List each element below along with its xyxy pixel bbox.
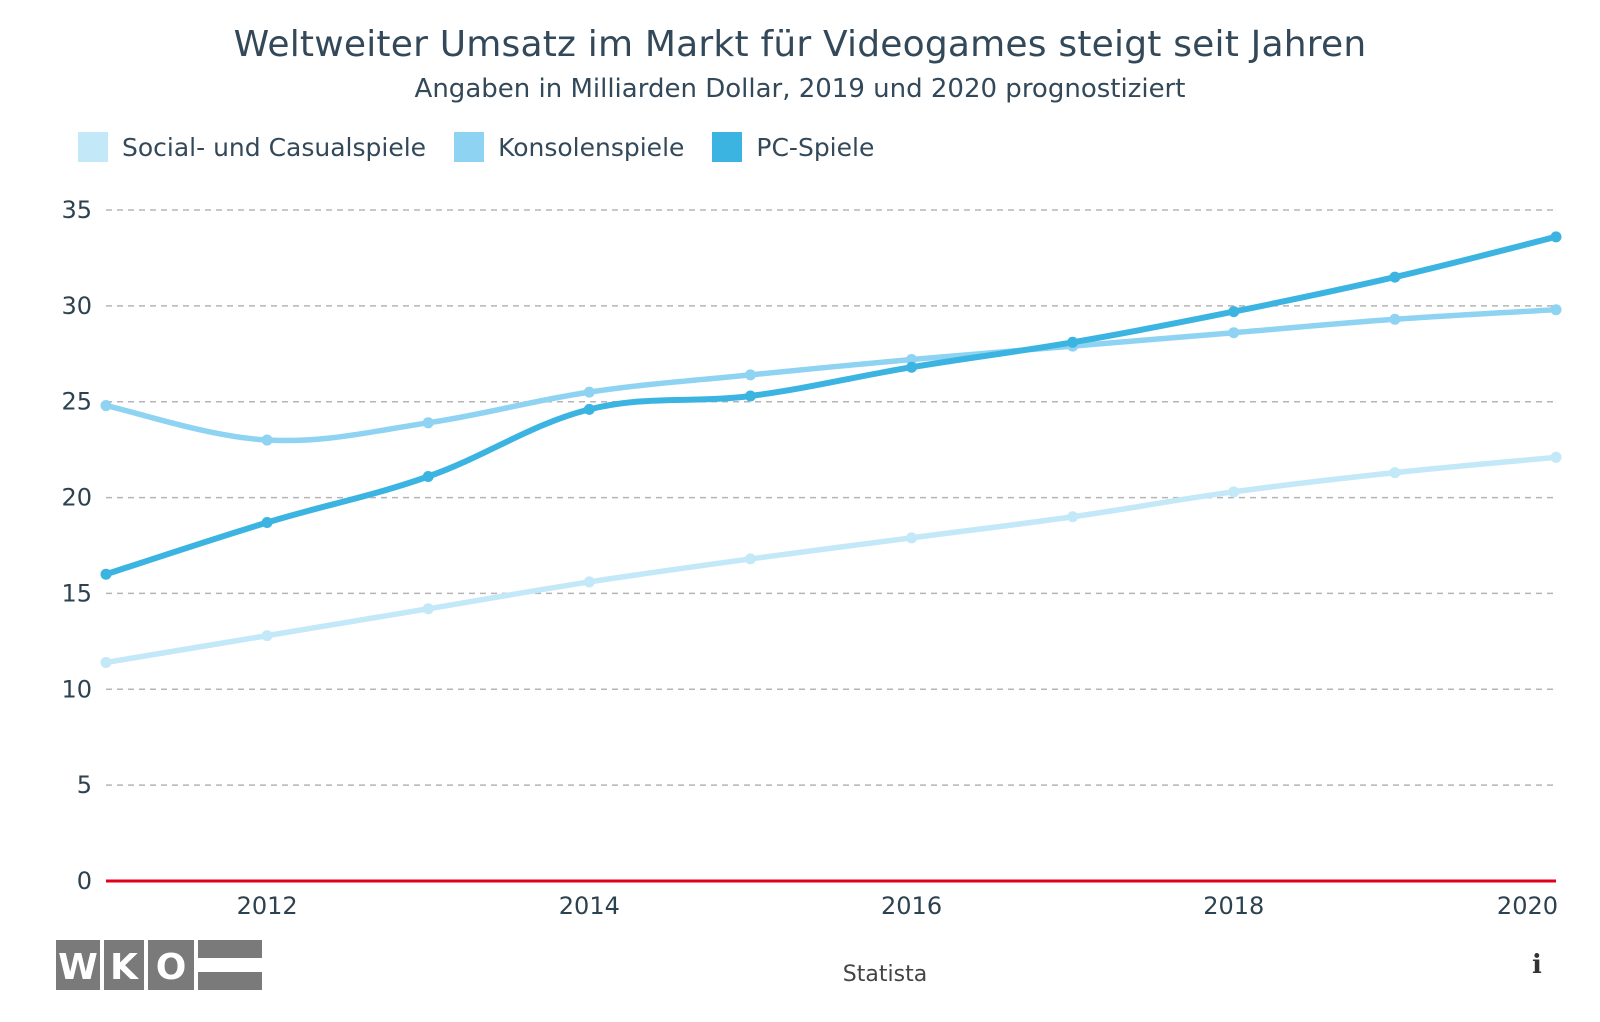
x-tick-label-2012: 2012	[237, 892, 298, 920]
legend-label-konsole: Konsolenspiele	[498, 132, 685, 162]
data-point-pc-2018	[1228, 306, 1240, 318]
data-point-pc-2016	[906, 361, 918, 373]
y-tick-label-15: 15	[61, 579, 92, 607]
chart-legend: Social- und Casualspiele Konsolenspiele …	[78, 132, 874, 162]
series-line-konsole	[103, 306, 1559, 444]
data-point-social-2012	[261, 630, 273, 642]
data-point-social-2014	[583, 576, 595, 588]
wko-logo: W K O	[56, 940, 262, 990]
x-tick-label-2018: 2018	[1203, 892, 1264, 920]
data-point-social-2019	[1389, 467, 1401, 479]
logo-letter-o: O	[156, 947, 187, 988]
y-tick-label-30: 30	[61, 292, 92, 320]
data-point-konsole-2014	[583, 386, 595, 398]
data-point-social-2017	[1067, 511, 1079, 523]
data-point-social-2011	[100, 656, 112, 668]
y-tick-label-35: 35	[61, 196, 92, 224]
data-point-pc-2014	[583, 403, 595, 415]
data-point-social-2020	[1550, 451, 1562, 463]
legend-swatch-konsole	[454, 132, 485, 162]
data-point-social-2016	[906, 532, 918, 544]
chart-subtitle: Angaben in Milliarden Dollar, 2019 und 2…	[414, 74, 1186, 104]
logo-letter-k: K	[110, 947, 139, 988]
legend-label-social: Social- und Casualspiele	[122, 132, 427, 162]
y-tick-label-25: 25	[61, 388, 92, 416]
data-point-pc-2015	[744, 390, 756, 402]
data-point-konsole-2018	[1228, 327, 1240, 339]
data-point-konsole-2020	[1550, 304, 1562, 316]
data-point-pc-2013	[422, 470, 434, 482]
y-tick-label-10: 10	[61, 675, 92, 703]
data-point-konsole-2019	[1389, 313, 1401, 325]
source-label: Statista	[842, 962, 928, 987]
data-point-konsole-2012	[261, 434, 273, 446]
legend-item-social[interactable]: Social- und Casualspiele	[78, 132, 426, 162]
info-icon[interactable]: i	[1532, 950, 1542, 980]
data-point-konsole-2013	[422, 417, 434, 429]
legend-item-konsole[interactable]: Konsolenspiele	[454, 132, 684, 162]
x-tick-label-2016: 2016	[881, 892, 942, 920]
data-point-pc-2019	[1389, 271, 1401, 283]
x-tick-label-2014: 2014	[559, 892, 620, 920]
chart-title: Weltweiter Umsatz im Markt für Videogame…	[233, 24, 1367, 65]
x-tick-label-2020: 2020	[1497, 892, 1558, 920]
y-tick-label-5: 5	[77, 771, 92, 799]
legend-item-pc[interactable]: PC-Spiele	[712, 132, 874, 162]
data-point-konsole-2015	[744, 369, 756, 381]
series-line-social	[103, 454, 1559, 666]
data-point-social-2015	[744, 553, 756, 565]
y-tick-label-20: 20	[61, 484, 92, 512]
legend-swatch-social	[78, 132, 108, 162]
data-point-pc-2020	[1550, 231, 1562, 243]
legend-swatch-pc	[712, 132, 743, 162]
legend-label-pc: PC-Spiele	[756, 132, 875, 162]
data-point-konsole-2011	[100, 400, 112, 412]
data-point-konsole-2016	[906, 354, 918, 366]
data-point-social-2013	[422, 603, 434, 615]
data-point-pc-2017	[1067, 336, 1079, 348]
series-line-pc	[103, 233, 1559, 578]
y-tick-label-0: 0	[77, 867, 92, 895]
data-point-pc-2011	[100, 568, 112, 580]
data-point-pc-2012	[261, 516, 273, 528]
logo-letter-w: W	[58, 947, 98, 988]
data-point-social-2018	[1228, 486, 1240, 498]
